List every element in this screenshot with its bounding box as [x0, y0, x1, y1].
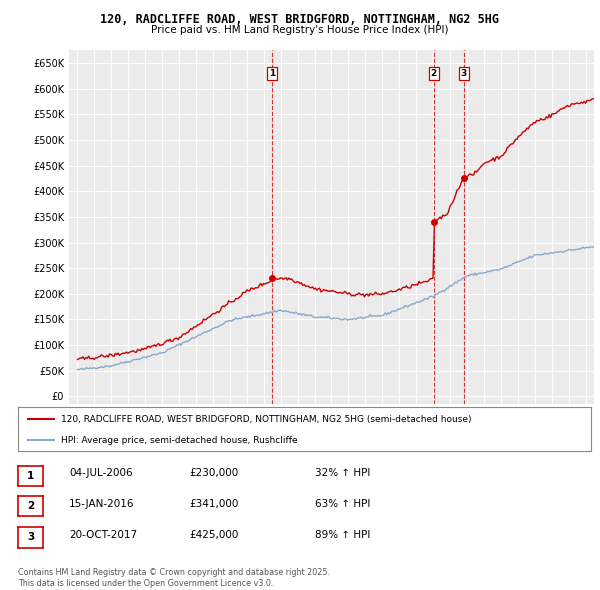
- Text: £425,000: £425,000: [189, 530, 238, 540]
- Text: 04-JUL-2006: 04-JUL-2006: [69, 468, 133, 478]
- Text: 120, RADCLIFFE ROAD, WEST BRIDGFORD, NOTTINGHAM, NG2 5HG: 120, RADCLIFFE ROAD, WEST BRIDGFORD, NOT…: [101, 13, 499, 26]
- Text: 1: 1: [269, 69, 275, 78]
- Text: 2: 2: [431, 69, 437, 78]
- Text: £341,000: £341,000: [189, 499, 238, 509]
- Text: 120, RADCLIFFE ROAD, WEST BRIDGFORD, NOTTINGHAM, NG2 5HG (semi-detached house): 120, RADCLIFFE ROAD, WEST BRIDGFORD, NOT…: [61, 415, 472, 424]
- Text: 1: 1: [27, 471, 34, 480]
- Text: 2: 2: [27, 502, 34, 511]
- Text: £230,000: £230,000: [189, 468, 238, 478]
- Text: Price paid vs. HM Land Registry's House Price Index (HPI): Price paid vs. HM Land Registry's House …: [151, 25, 449, 35]
- Text: 3: 3: [460, 69, 467, 78]
- Text: 15-JAN-2016: 15-JAN-2016: [69, 499, 134, 509]
- Text: 20-OCT-2017: 20-OCT-2017: [69, 530, 137, 540]
- Text: 63% ↑ HPI: 63% ↑ HPI: [315, 499, 370, 509]
- Text: 89% ↑ HPI: 89% ↑ HPI: [315, 530, 370, 540]
- Text: Contains HM Land Registry data © Crown copyright and database right 2025.
This d: Contains HM Land Registry data © Crown c…: [18, 568, 330, 588]
- Text: 3: 3: [27, 533, 34, 542]
- Text: HPI: Average price, semi-detached house, Rushcliffe: HPI: Average price, semi-detached house,…: [61, 436, 298, 445]
- Text: 32% ↑ HPI: 32% ↑ HPI: [315, 468, 370, 478]
